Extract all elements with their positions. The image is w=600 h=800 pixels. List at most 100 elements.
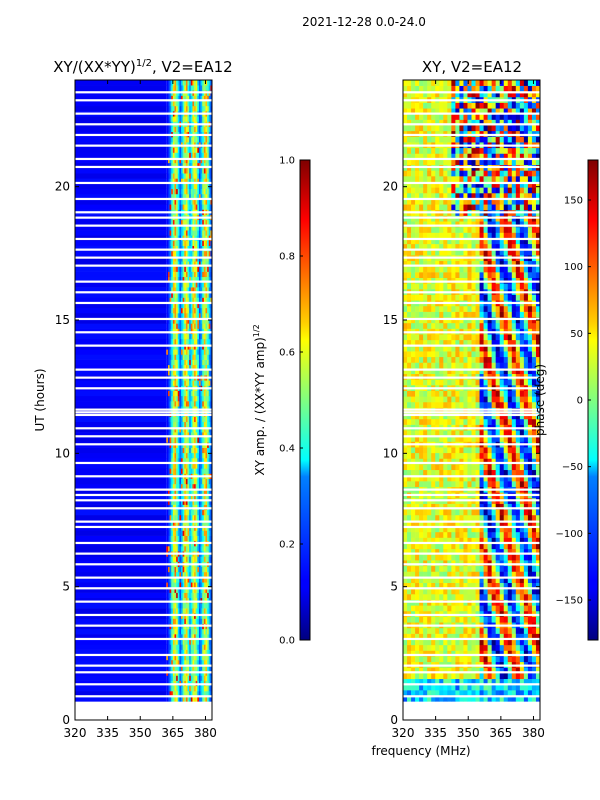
amplitude-cell (187, 157, 190, 164)
phase-cell (455, 571, 460, 578)
amplitude-cell (166, 318, 169, 324)
amplitude-cell (208, 313, 211, 319)
amplitude-cell (184, 183, 187, 190)
amplitude-cell (184, 116, 187, 122)
amplitude-cell (181, 530, 183, 536)
phase-cell (435, 548, 440, 555)
phase-cell (415, 543, 420, 550)
amplitude-row (75, 116, 213, 122)
amplitude-cell (207, 364, 210, 371)
amplitude-cell (197, 219, 200, 226)
phase-cell (415, 627, 420, 634)
phase-cell (463, 684, 468, 691)
amplitude-cell (192, 463, 195, 469)
phase-cell (491, 554, 496, 561)
amplitude-cell (184, 437, 187, 443)
amplitude-cell (210, 105, 213, 112)
phase-cell (447, 560, 452, 567)
phase-cell (467, 554, 472, 561)
amplitude-cell (177, 173, 180, 179)
amplitude-cell (197, 380, 200, 386)
amplitude-cell (205, 644, 208, 650)
amplitude-cell (210, 509, 213, 516)
amplitude-cell (169, 483, 172, 490)
amplitude-cell (195, 105, 198, 112)
amplitude-cell (205, 338, 208, 345)
amplitude-cell (179, 105, 182, 112)
amplitude-cell (182, 333, 185, 340)
amplitude-cell (192, 608, 195, 614)
amplitude-cell (185, 359, 188, 366)
amplitude-cell (179, 240, 182, 246)
phase-cell (411, 639, 416, 646)
phase-cell (511, 639, 517, 646)
phase-cell (495, 650, 501, 657)
amplitude-cell (172, 690, 175, 697)
amplitude-cell (189, 546, 192, 552)
phase-cell (467, 577, 472, 584)
phase-cell (439, 695, 444, 702)
phase-cell (459, 514, 464, 521)
amplitude-cell (190, 639, 193, 645)
amplitude-cell (179, 193, 182, 200)
amplitude-cell (184, 447, 187, 454)
amplitude-cell (194, 287, 196, 293)
phase-cell (431, 656, 436, 663)
amplitude-cell (179, 499, 182, 505)
amplitude-cell (207, 546, 210, 552)
phase-cell (411, 565, 416, 572)
amplitude-cell (182, 323, 185, 329)
amplitude-low-cell (75, 571, 167, 578)
amplitude-cell (177, 364, 180, 371)
amplitude-cell (171, 245, 174, 252)
amplitude-cell (176, 556, 179, 562)
amplitude-cell (202, 608, 205, 614)
phase-cell (483, 526, 488, 533)
amplitude-cell (210, 582, 213, 588)
phase-cell (463, 560, 468, 567)
phase-cell (415, 548, 420, 555)
amplitude-cell (190, 183, 193, 190)
phase-cell (451, 627, 456, 634)
amplitude-cell (179, 571, 182, 578)
amplitude-cell (202, 685, 205, 692)
amplitude-low-cell (75, 245, 167, 252)
phase-cell (515, 582, 521, 589)
amplitude-row (75, 696, 213, 702)
amplitude-cell (181, 468, 183, 474)
amplitude-cell (197, 173, 200, 179)
amplitude-cell (174, 162, 177, 169)
amplitude-cell (203, 199, 206, 205)
amplitude-row (75, 457, 213, 464)
phase-cell (527, 537, 533, 544)
amplitude-cell (198, 85, 201, 91)
amplitude-cell (195, 546, 198, 552)
amplitude-cell (177, 608, 180, 614)
amplitude-cell (181, 649, 183, 656)
amplitude-cell (207, 271, 210, 278)
amplitude-cell (181, 499, 183, 505)
amplitude-cell (194, 85, 196, 91)
amplitude-cell (185, 349, 188, 355)
phase-cell (515, 594, 521, 600)
amplitude-cell (197, 95, 200, 102)
amplitude-cell (197, 323, 200, 329)
phase-cell (427, 554, 432, 561)
amplitude-cell (169, 587, 172, 593)
amplitude-gap (75, 248, 212, 251)
amplitude-cell (172, 654, 175, 661)
amplitude-cell (205, 313, 208, 319)
amplitude-cell (190, 276, 193, 283)
amplitude-cell (190, 152, 193, 158)
phase-cell (427, 503, 432, 510)
amplitude-cell (207, 452, 210, 459)
amplitude-cell (198, 437, 201, 443)
amplitude-cell (197, 354, 200, 360)
amplitude-cell (169, 390, 172, 397)
amplitude-cell (194, 457, 196, 464)
amplitude-cell (174, 281, 177, 288)
amplitude-cell (185, 426, 188, 433)
amplitude-cell (190, 281, 193, 288)
amplitude-row (75, 318, 213, 324)
